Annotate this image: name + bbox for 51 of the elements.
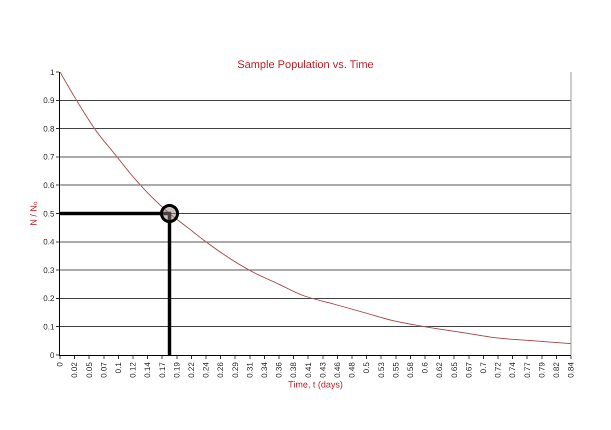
x-tick-label: 0.05 [84, 362, 94, 378]
x-tick-label: 0 [56, 362, 65, 367]
x-tick-label: 0.1 [114, 362, 123, 374]
x-tick-label: 0.74 [508, 362, 518, 378]
x-tick-label: 0.62 [435, 362, 444, 378]
x-tick-label: 0.29 [230, 362, 240, 378]
x-tick-label: 0.67 [464, 362, 474, 378]
x-tick-label: 0.24 [202, 362, 211, 378]
y-tick-label: 0.6 [43, 181, 55, 190]
x-tick-label: 0.7 [479, 362, 488, 374]
x-tick-label: 0.17 [158, 362, 167, 378]
line-series [60, 72, 571, 344]
x-tick-label: 0.34 [260, 362, 269, 378]
y-tick-label: 0 [50, 350, 55, 360]
x-tick-label: 0.48 [348, 362, 357, 378]
x-tick-label: 0.58 [406, 362, 415, 378]
y-tick-label: 0.1 [43, 322, 55, 332]
x-tick-label: 0.14 [143, 362, 152, 378]
x-tick-label: 0.41 [304, 362, 313, 378]
x-tick-label: 0.5 [362, 362, 372, 374]
x-tick-label: 0.38 [289, 362, 298, 378]
x-tick-label: 0.12 [128, 362, 138, 378]
y-axis-title: N / N₀ [28, 201, 39, 226]
x-tick-label: 0.46 [333, 362, 342, 378]
x-tick-label: 0.07 [99, 362, 108, 378]
y-tick-label: 0.7 [43, 152, 55, 162]
x-axis-title: Time, t (days) [288, 380, 343, 390]
x-tick-label: 0.02 [70, 362, 80, 378]
x-tick-label: 0.79 [537, 362, 546, 378]
x-tick-label: 0.53 [376, 362, 386, 378]
y-tick-label: 0.9 [43, 96, 55, 106]
x-tick-label: 0.31 [245, 362, 254, 378]
x-tick-label: 0.55 [391, 362, 400, 378]
x-tick-label: 0.65 [450, 362, 459, 378]
x-tick-label: 0.19 [172, 362, 182, 378]
x-tick-label: 0.77 [522, 362, 532, 378]
x-tick-label: 0.72 [494, 362, 503, 378]
x-tick-label: 0.6 [420, 362, 430, 374]
x-tick-label: 0.82 [552, 362, 561, 378]
x-tick-label: 0.84 [566, 362, 576, 378]
chart-title: Sample Population vs. Time [237, 58, 374, 71]
x-tick-label: 0.36 [274, 362, 284, 378]
y-tick-label: 0.8 [43, 124, 55, 134]
y-tick-label: 0.4 [43, 238, 55, 247]
y-tick-label: 0.2 [43, 294, 55, 304]
y-tick-label: 0.5 [43, 209, 55, 218]
x-tick-label: 0.26 [216, 362, 226, 378]
y-tick-label: 0.3 [43, 266, 55, 275]
x-tick-label: 0.43 [318, 362, 328, 378]
y-tick-label: 1 [50, 68, 55, 77]
x-tick-label: 0.22 [187, 362, 196, 378]
